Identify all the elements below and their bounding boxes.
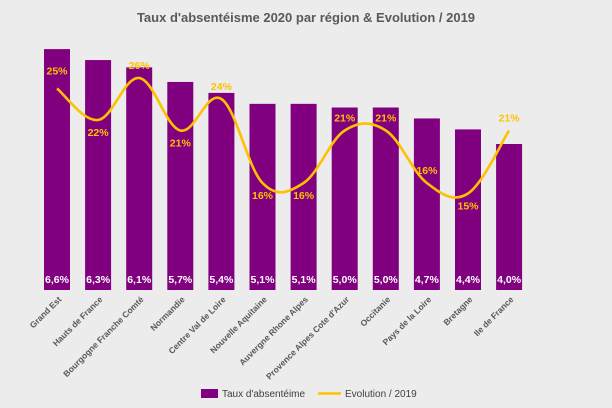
bar-value-label: 5,4% <box>209 274 234 286</box>
line-value-label: 16% <box>293 190 315 202</box>
x-tick-label: Ile de France <box>472 294 516 338</box>
bar-value-label: 5,0% <box>333 274 358 286</box>
bar <box>208 92 235 291</box>
bar <box>167 81 194 290</box>
line-value-label: 24% <box>211 81 233 93</box>
x-tick-label: Provence Alpes Cote d'Azur <box>264 294 352 382</box>
bar <box>85 60 112 290</box>
x-tick-label: Bretagne <box>441 294 474 327</box>
line-value-labels: 25% 22% 26% 21% 24% 16% 16% 21% 21% 16% 15% 21% <box>46 60 520 213</box>
bar <box>249 103 276 290</box>
bar-value-label: 6,1% <box>127 274 152 286</box>
bar-value-label: 5,0% <box>374 274 399 286</box>
legend[interactable]: Taux d'absentéime Evolution / 2019 <box>201 389 417 400</box>
legend-swatch-bar <box>201 389 218 398</box>
x-tick-label: Bourgogne Franche Comté <box>61 294 146 379</box>
bar <box>126 67 153 290</box>
line-value-label: 16% <box>252 190 274 202</box>
bar-value-label: 6,3% <box>86 274 111 286</box>
bar <box>413 118 440 290</box>
line-value-label: 15% <box>457 201 479 213</box>
legend-label-line: Evolution / 2019 <box>345 389 417 400</box>
bar <box>290 103 317 290</box>
bar-value-label: 4,0% <box>497 274 522 286</box>
bar-value-label: 5,7% <box>168 274 193 286</box>
bar-value-label: 6,6% <box>45 274 70 286</box>
bar-value-label: 4,4% <box>456 274 481 286</box>
bar <box>496 144 523 290</box>
line-value-label: 21% <box>375 113 397 125</box>
evolution-line <box>56 76 511 199</box>
line-value-label: 25% <box>46 66 68 78</box>
line-value-label: 21% <box>499 113 521 125</box>
line-value-label: 16% <box>416 165 438 177</box>
bar-value-labels: 6,6% 6,3% 6,1% 5,7% 5,4% 5,1% 5,1% 5,0% 5,0% 4,7%… <box>45 274 522 286</box>
line-value-label: 21% <box>170 138 192 150</box>
bar-series <box>44 49 523 291</box>
line-series <box>56 76 511 199</box>
bar <box>331 107 358 290</box>
x-tick-label: Grand Est <box>28 294 64 330</box>
bar <box>44 49 70 290</box>
line-value-label: 26% <box>129 60 151 72</box>
bar-value-label: 4,7% <box>415 274 440 286</box>
line-value-label: 21% <box>334 113 356 125</box>
legend-label-bar: Taux d'absentéime <box>222 389 306 400</box>
bar-value-label: 5,1% <box>251 274 276 286</box>
bar <box>372 107 399 290</box>
chart-title: Taux d'absentéisme 2020 par région & Evo… <box>137 10 475 25</box>
bar-value-label: 5,1% <box>292 274 317 286</box>
line-value-label: 22% <box>88 127 110 139</box>
x-tick-label: Auvergne Rhone Alpes <box>237 294 310 367</box>
x-tick-label: Occitanie <box>358 294 392 328</box>
x-tick-label: Normandie <box>148 294 187 333</box>
bar <box>455 129 481 290</box>
